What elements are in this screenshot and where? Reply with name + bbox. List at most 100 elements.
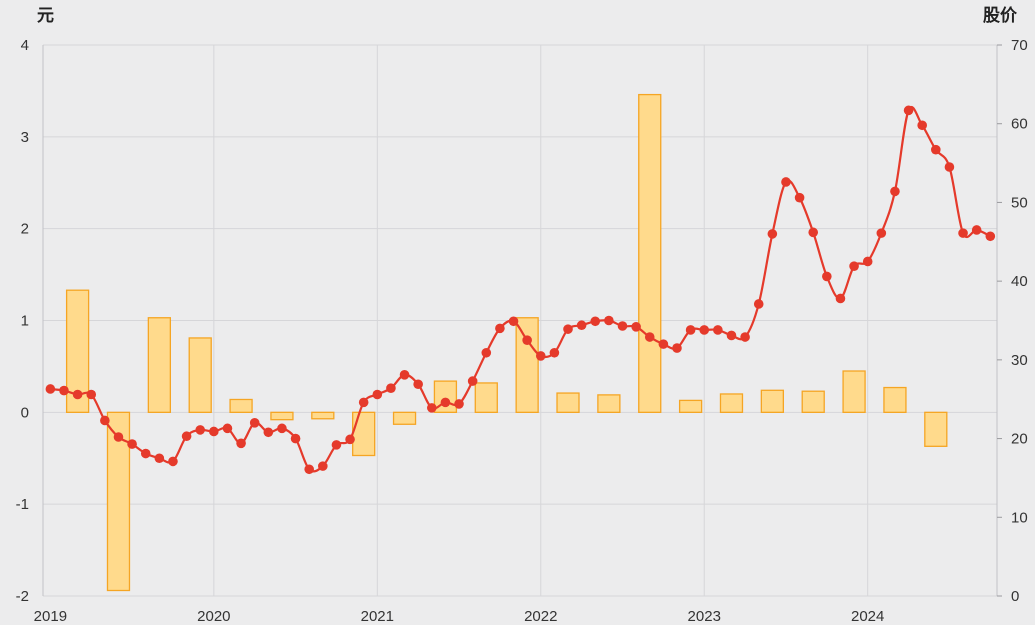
x-tick-label: 2021 [361,608,394,625]
price-point [127,439,137,449]
bar [843,371,865,412]
left-tick-label: -2 [16,588,29,605]
price-point [141,449,151,459]
x-tick-label: 2024 [851,608,884,625]
price-point [659,339,669,349]
price-point [863,257,873,267]
price-point [73,390,83,400]
price-point [468,376,478,386]
bar [802,391,824,412]
bar [720,394,742,412]
price-point [345,435,355,445]
left-tick-label: 0 [21,404,29,421]
price-point [427,403,437,413]
price-point [155,453,165,463]
price-point [822,272,832,282]
right-tick-label: 10 [1011,509,1028,526]
left-tick-label: 3 [21,129,29,146]
bar [925,412,947,446]
left-axis-ticks: 4 3 2 1 0 -1 -2 [16,37,29,605]
price-point [454,399,464,409]
left-axis-title: 元 [37,6,54,26]
bar [312,412,334,418]
price-point [304,464,314,474]
price-point [250,418,260,428]
bar [598,395,620,412]
left-tick-label: 1 [21,313,29,330]
price-point [291,434,301,444]
x-tick-label: 2020 [197,608,230,625]
bar [884,388,906,413]
bar [230,399,252,412]
right-tick-label: 20 [1011,431,1028,448]
price-point [86,390,96,400]
price-point [577,320,587,330]
right-tick-label: 30 [1011,352,1028,369]
right-tick-label: 40 [1011,273,1028,290]
price-point [740,332,750,342]
price-point [958,228,968,238]
bar [680,400,702,412]
left-tick-label: -1 [16,496,29,513]
price-point [631,322,641,332]
bar [148,318,170,413]
price-point [441,398,451,408]
price-point [223,424,233,434]
price-point [509,316,519,326]
price-point [713,325,723,335]
bar [761,390,783,412]
price-point [849,261,859,271]
left-tick-label: 2 [21,221,29,238]
bar [475,383,497,412]
bar [189,338,211,412]
price-point [522,335,532,345]
price-point [495,324,505,334]
bar [271,412,293,419]
price-point [904,106,914,116]
price-point [618,321,628,331]
price-point [672,343,682,353]
price-point [550,348,560,358]
price-point [59,386,69,396]
price-point [945,162,955,172]
price-point [168,457,178,467]
price-point [400,370,410,380]
price-point [727,331,737,341]
price-point [236,438,246,448]
price-point [808,228,818,238]
price-point [931,145,941,155]
x-axis-ticks: 201920202021202220232024 [34,608,885,625]
price-point [195,425,205,435]
bar-series [67,95,947,591]
price-point [481,348,491,358]
price-points [46,106,996,475]
price-point [373,390,383,400]
bar [557,393,579,412]
price-point [917,120,927,130]
price-point [590,316,600,326]
price-point [699,325,709,335]
right-tick-label: 70 [1011,37,1028,54]
price-point [754,299,764,309]
price-point [209,427,219,437]
price-point [386,383,396,393]
price-point [645,332,655,342]
price-point [332,440,342,450]
left-tick-label: 4 [21,37,29,54]
price-point [359,398,369,408]
price-point [768,229,778,239]
right-axis-title: 股价 [983,6,1018,26]
x-tick-label: 2023 [688,608,721,625]
price-point [114,432,124,442]
bar [516,318,538,413]
price-point [413,379,423,389]
price-point [182,431,192,441]
bar [353,412,375,455]
price-point [264,427,274,437]
price-point [986,231,996,241]
right-tick-label: 50 [1011,194,1028,211]
x-tick-label: 2022 [524,608,557,625]
price-point [972,225,982,235]
price-point [836,294,846,304]
